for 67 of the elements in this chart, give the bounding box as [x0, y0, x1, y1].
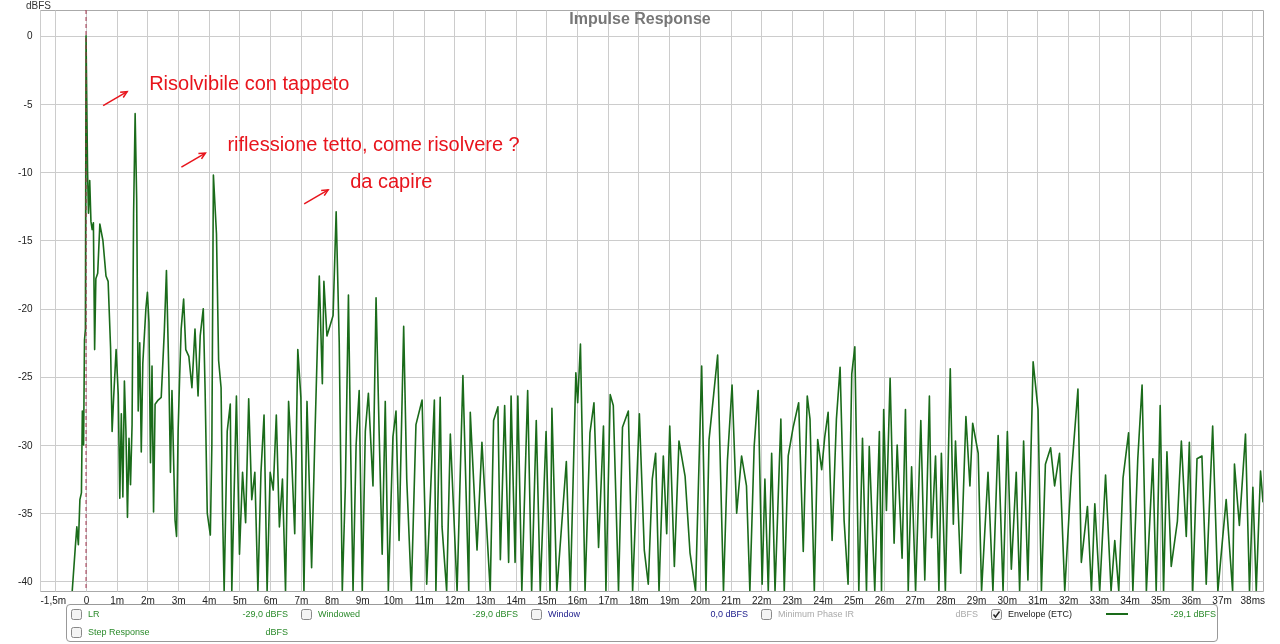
x-tick-label: 23m [782, 594, 803, 606]
x-tick-label: 19m [659, 594, 680, 606]
text: dBFS [954, 609, 978, 619]
y-tick-label: -30 [18, 439, 33, 451]
x-tick-label: 8m [325, 594, 340, 606]
x-tick-label: 26m [874, 594, 895, 606]
y-tick-label: -15 [18, 234, 33, 246]
text: Windowed [318, 609, 362, 619]
x-tick-label: 13m [475, 594, 496, 606]
x-tick-label: 1m [110, 594, 125, 606]
x-tick-label: 29m [966, 594, 987, 606]
x-tick-label: 5m [233, 594, 247, 606]
x-tick-label: 27m [905, 594, 925, 606]
text: 0,0 dBFS [709, 609, 748, 619]
y-tick-label: -10 [18, 166, 33, 178]
x-tick-label: 24m [813, 594, 833, 606]
chart-title: Impulse Response [568, 10, 712, 28]
x-tick-label: 0 [83, 594, 90, 606]
text: -29,0 dBFS [241, 609, 288, 619]
text: -29,1 dBFS [1169, 609, 1216, 619]
x-tick-label: 35m [1150, 594, 1171, 606]
x-tick-label: 18m [629, 594, 649, 606]
x-tick-label: 20m [690, 594, 711, 606]
x-tick-label: 34m [1120, 594, 1140, 606]
x-tick-label: 3m [171, 594, 186, 606]
annotation: Risolvibile con tappeto [149, 71, 350, 94]
text: -29,0 dBFS [471, 609, 518, 619]
y-tick-label: -25 [18, 371, 33, 383]
x-tick-label: 36m [1181, 594, 1202, 606]
x-tick-label: 15m [537, 594, 557, 606]
line-series [71, 35, 1263, 591]
text: Envelope (ETC) [1008, 609, 1074, 619]
x-tick-label: 2m [140, 594, 155, 606]
text: Window [548, 609, 581, 619]
x-tick-label: 21m [721, 594, 741, 606]
y-tick-label: -5 [23, 98, 33, 110]
x-tick-label: 38ms [1240, 594, 1265, 606]
x-tick-label: 11m [414, 594, 434, 606]
x-tick-label: 32m [1058, 594, 1079, 606]
text: dBFS [264, 627, 288, 637]
annotation: da capire [350, 169, 433, 192]
text: Step Response [88, 627, 151, 637]
x-tick-label: 6m [263, 594, 278, 606]
x-tick-label: 14m [506, 594, 526, 606]
x-tick-label: 10m [383, 594, 404, 606]
x-tick-label: 30m [997, 594, 1017, 606]
x-tick-label: 7m [294, 594, 309, 606]
x-tick-label: -1,5m [40, 594, 67, 606]
x-tick-label: 28m [936, 594, 956, 606]
y-tick-label: -20 [18, 303, 33, 315]
x-tick-label: 16m [567, 594, 588, 606]
x-tick-label: 17m [598, 594, 618, 606]
annotation: riflessione tetto, come risolvere ? [227, 133, 520, 156]
y-tick-label: -35 [18, 507, 33, 519]
y-axis-title: dBFS [26, 0, 52, 11]
x-tick-label: 33m [1089, 594, 1110, 606]
x-tick-label: 4m [202, 594, 217, 606]
text: LR [88, 609, 101, 619]
x-tick-label: 31m [1028, 594, 1048, 606]
x-tick-label: 9m [355, 594, 370, 606]
x-tick-label: 22m [751, 594, 772, 606]
y-tick-label: 0 [26, 30, 33, 42]
text: Minimum Phase IR [778, 609, 856, 619]
x-tick-label: 12m [445, 594, 465, 606]
x-tick-label: 37m [1212, 594, 1232, 606]
x-tick-label: 25m [844, 594, 864, 606]
y-tick-label: -40 [18, 575, 33, 587]
